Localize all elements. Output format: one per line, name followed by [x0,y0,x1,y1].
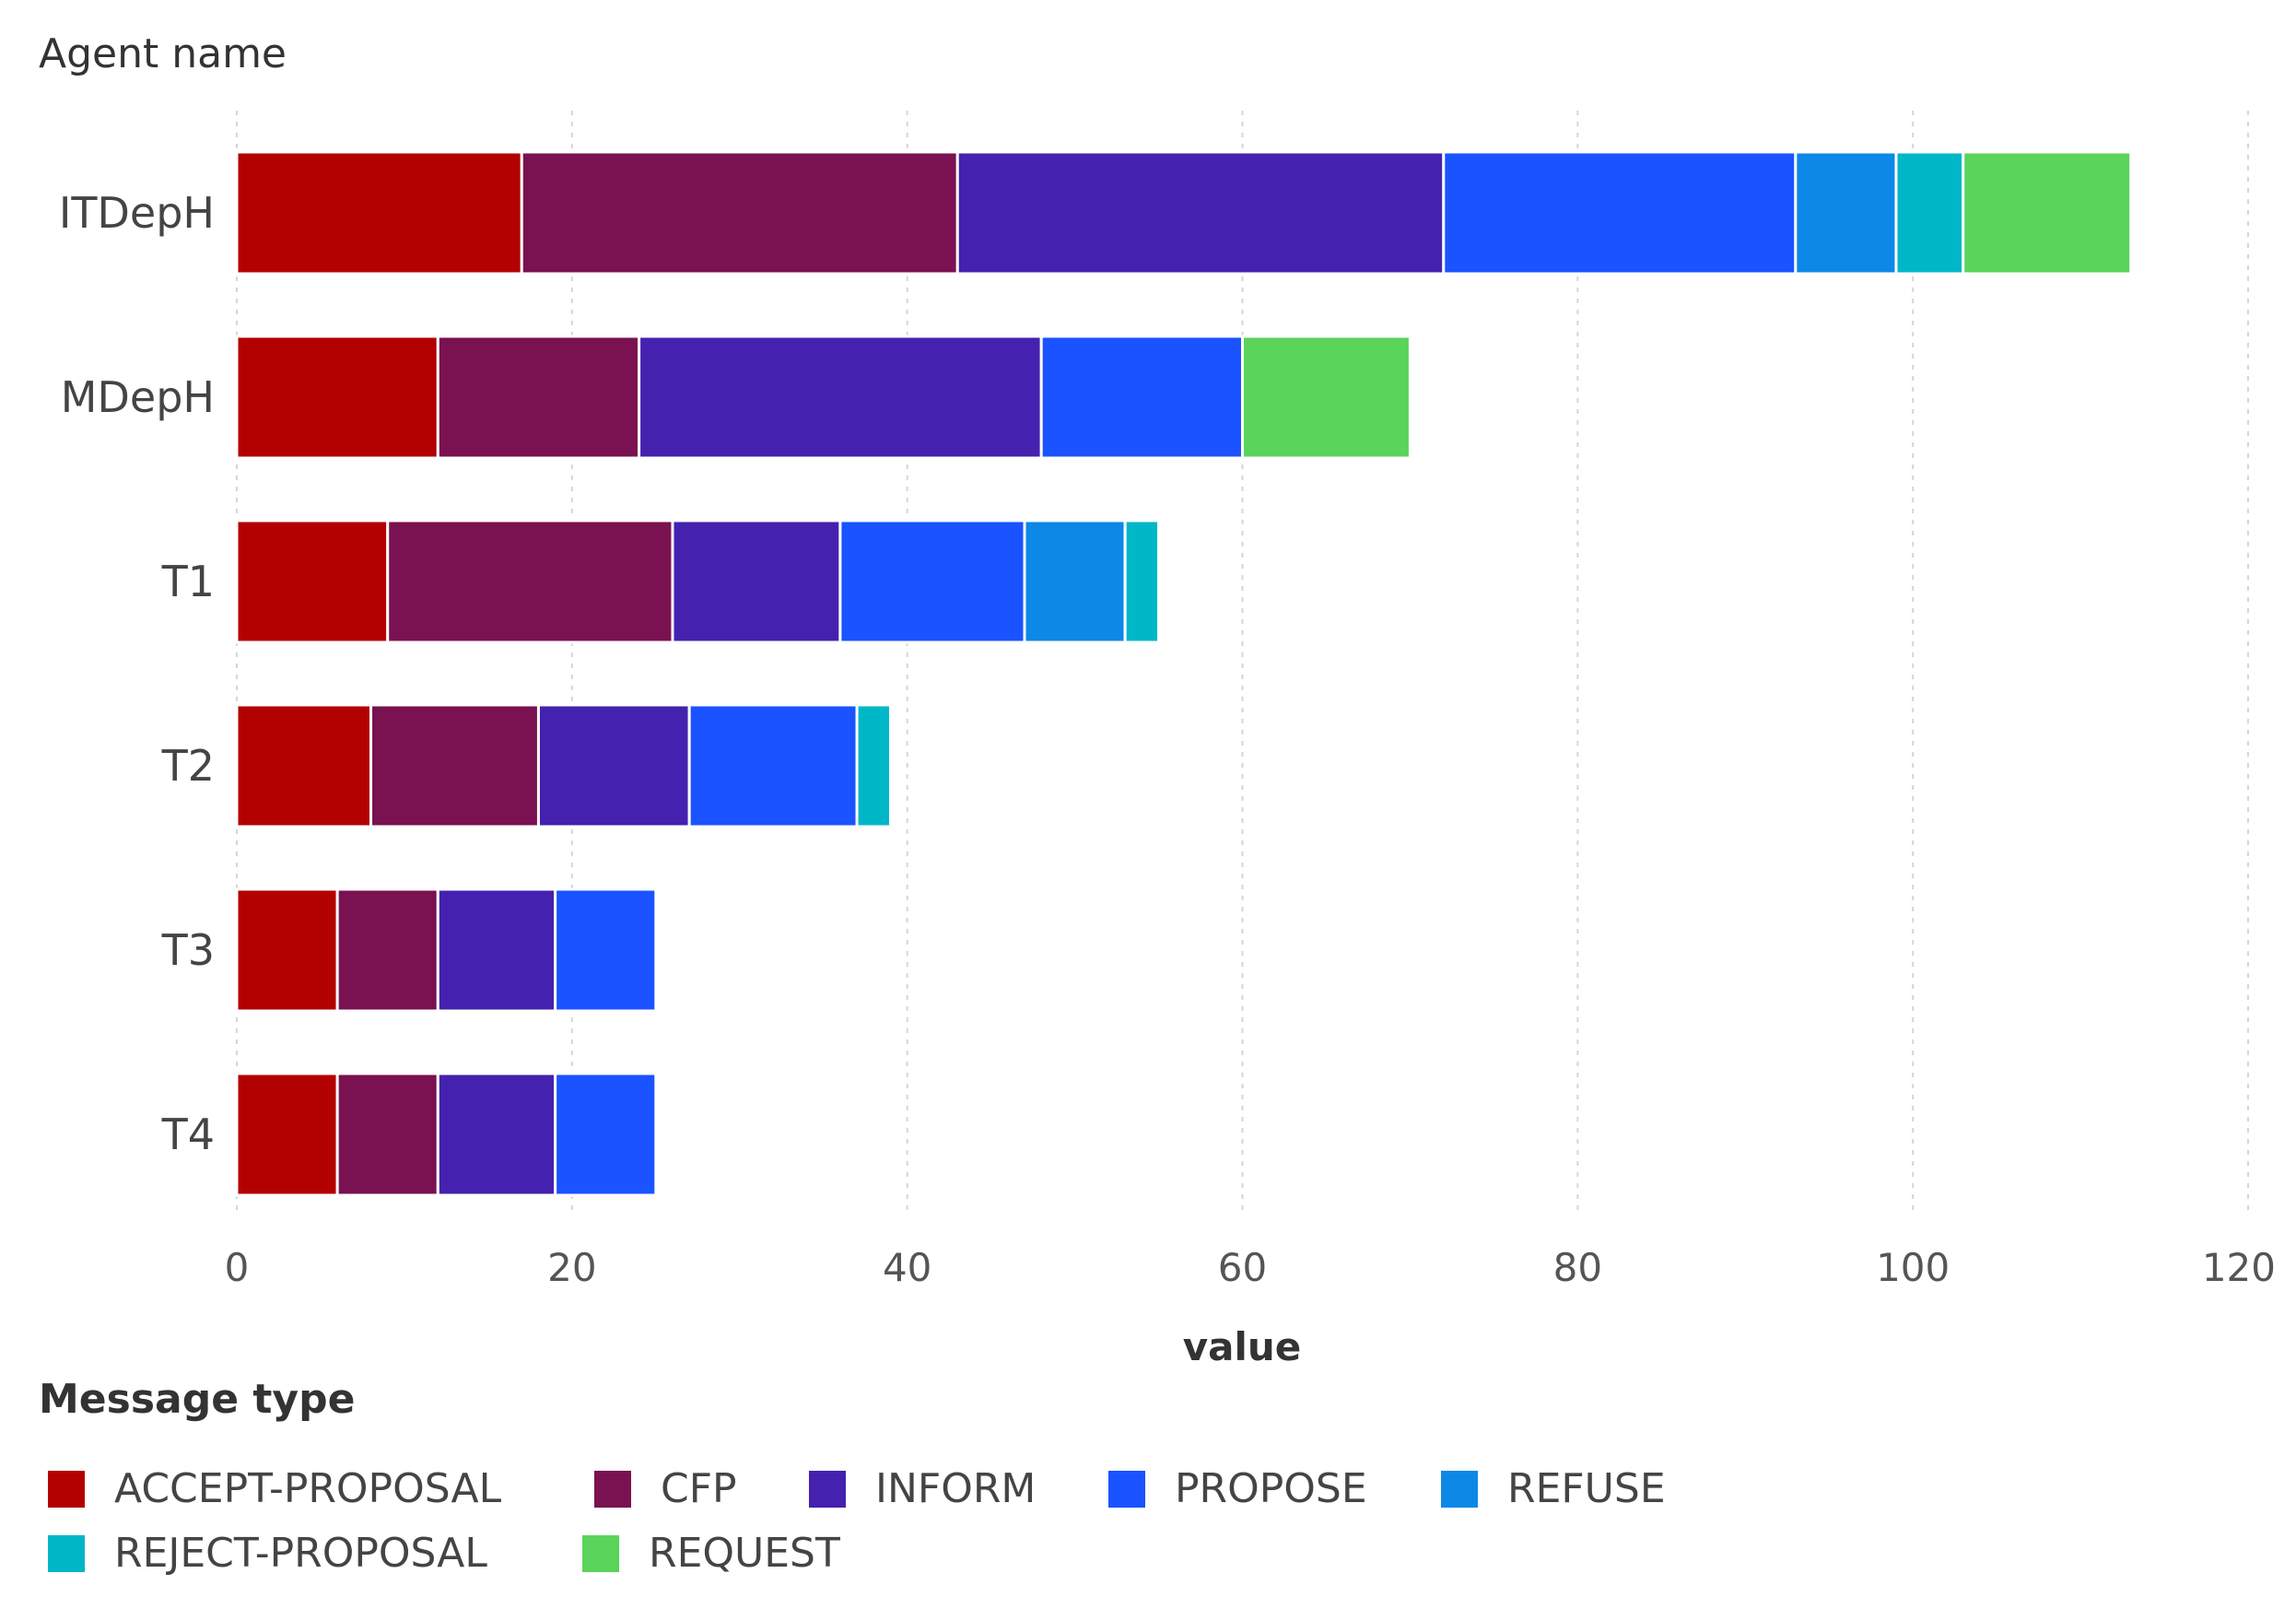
legend-label: ACCEPT-PROPOSAL [114,1465,502,1512]
legend: ACCEPT-PROPOSAL CFP INFORM PROPOSE REFUSE REJ… [48,1465,1666,1577]
x-axis-ticks: 0 20 40 60 80 100 120 [225,1245,2276,1290]
bar-t2-cfp[interactable] [369,703,540,828]
bar-t2-inform[interactable] [536,703,691,828]
y-axis-ticks: ITDepH MDepH T1 T2 T3 T4 [59,188,215,1159]
bar-mdeph-propose[interactable] [1039,335,1244,460]
bar-itdeph-inform[interactable] [955,150,1446,276]
legend-label: INFORM [875,1465,1036,1512]
x-tick-label: 60 [1218,1245,1267,1290]
y-tick-label: T2 [161,741,215,791]
bar-t4-accept-proposal[interactable] [235,1072,339,1197]
bar-mdeph-inform[interactable] [638,335,1043,460]
bar-itdeph-request[interactable] [1962,150,2133,276]
legend-label: REQUEST [649,1530,840,1577]
bar-mdeph-accept-proposal[interactable] [235,335,439,460]
bars [235,150,2133,1197]
legend-label: PROPOSE [1175,1465,1367,1512]
x-tick-label: 100 [1876,1245,1950,1290]
bar-t1-refuse[interactable] [1023,519,1127,644]
bar-t1-propose[interactable] [838,519,1026,644]
bar-t3-accept-proposal[interactable] [235,887,339,1013]
gridlines [236,111,2249,1216]
legend-swatch [582,1535,619,1572]
bar-t4-cfp[interactable] [335,1072,439,1197]
bar-t3-cfp[interactable] [335,887,439,1013]
legend-swatch [1441,1471,1478,1508]
y-tick-label: T1 [161,557,215,606]
bar-t1-reject-proposal[interactable] [1123,519,1161,644]
x-tick-label: 80 [1553,1245,1602,1290]
legend-item-reject-proposal[interactable]: REJECT-PROPOSAL [48,1530,487,1577]
legend-swatch [48,1535,85,1572]
x-tick-label: 20 [547,1245,596,1290]
legend-swatch [809,1471,846,1508]
y-tick-label: ITDepH [59,188,215,238]
legend-title: Message type [39,1376,355,1423]
legend-item-cfp[interactable]: CFP [594,1465,737,1512]
bar-itdeph-propose[interactable] [1442,150,1798,276]
legend-swatch [1108,1471,1145,1508]
bar-t3-inform[interactable] [436,887,557,1013]
x-axis-label: value [1183,1324,1302,1369]
bar-itdeph-accept-proposal[interactable] [235,150,523,276]
bar-t1-inform[interactable] [671,519,842,644]
bar-t3-propose[interactable] [554,887,658,1013]
x-tick-label: 120 [2202,1245,2276,1290]
legend-label: REJECT-PROPOSAL [114,1530,487,1577]
legend-label: CFP [661,1465,737,1512]
bar-t1-accept-proposal[interactable] [235,519,390,644]
bar-t2-reject-proposal[interactable] [855,703,892,828]
legend-label: REFUSE [1507,1465,1666,1512]
bar-mdeph-request[interactable] [1241,335,1412,460]
x-tick-label: 0 [225,1245,250,1290]
bar-t4-inform[interactable] [436,1072,557,1197]
y-tick-label: MDepH [61,372,215,422]
x-tick-label: 40 [883,1245,931,1290]
legend-item-refuse[interactable]: REFUSE [1441,1465,1666,1512]
bar-t4-propose[interactable] [554,1072,658,1197]
bar-itdeph-cfp[interactable] [520,150,959,276]
y-axis-title: Agent name [39,30,287,77]
y-tick-label: T4 [161,1110,215,1159]
bar-itdeph-refuse[interactable] [1794,150,1898,276]
legend-item-accept-proposal[interactable]: ACCEPT-PROPOSAL [48,1465,502,1512]
bar-itdeph-reject-proposal[interactable] [1894,150,1965,276]
legend-swatch [594,1471,631,1508]
bar-t2-accept-proposal[interactable] [235,703,373,828]
legend-item-inform[interactable]: INFORM [809,1465,1036,1512]
legend-item-propose[interactable]: PROPOSE [1108,1465,1367,1512]
y-tick-label: T3 [161,925,215,975]
bar-t2-propose[interactable] [687,703,859,828]
bar-mdeph-cfp[interactable] [436,335,641,460]
legend-item-request[interactable]: REQUEST [582,1530,840,1577]
bar-t1-cfp[interactable] [386,519,674,644]
legend-swatch [48,1471,85,1508]
